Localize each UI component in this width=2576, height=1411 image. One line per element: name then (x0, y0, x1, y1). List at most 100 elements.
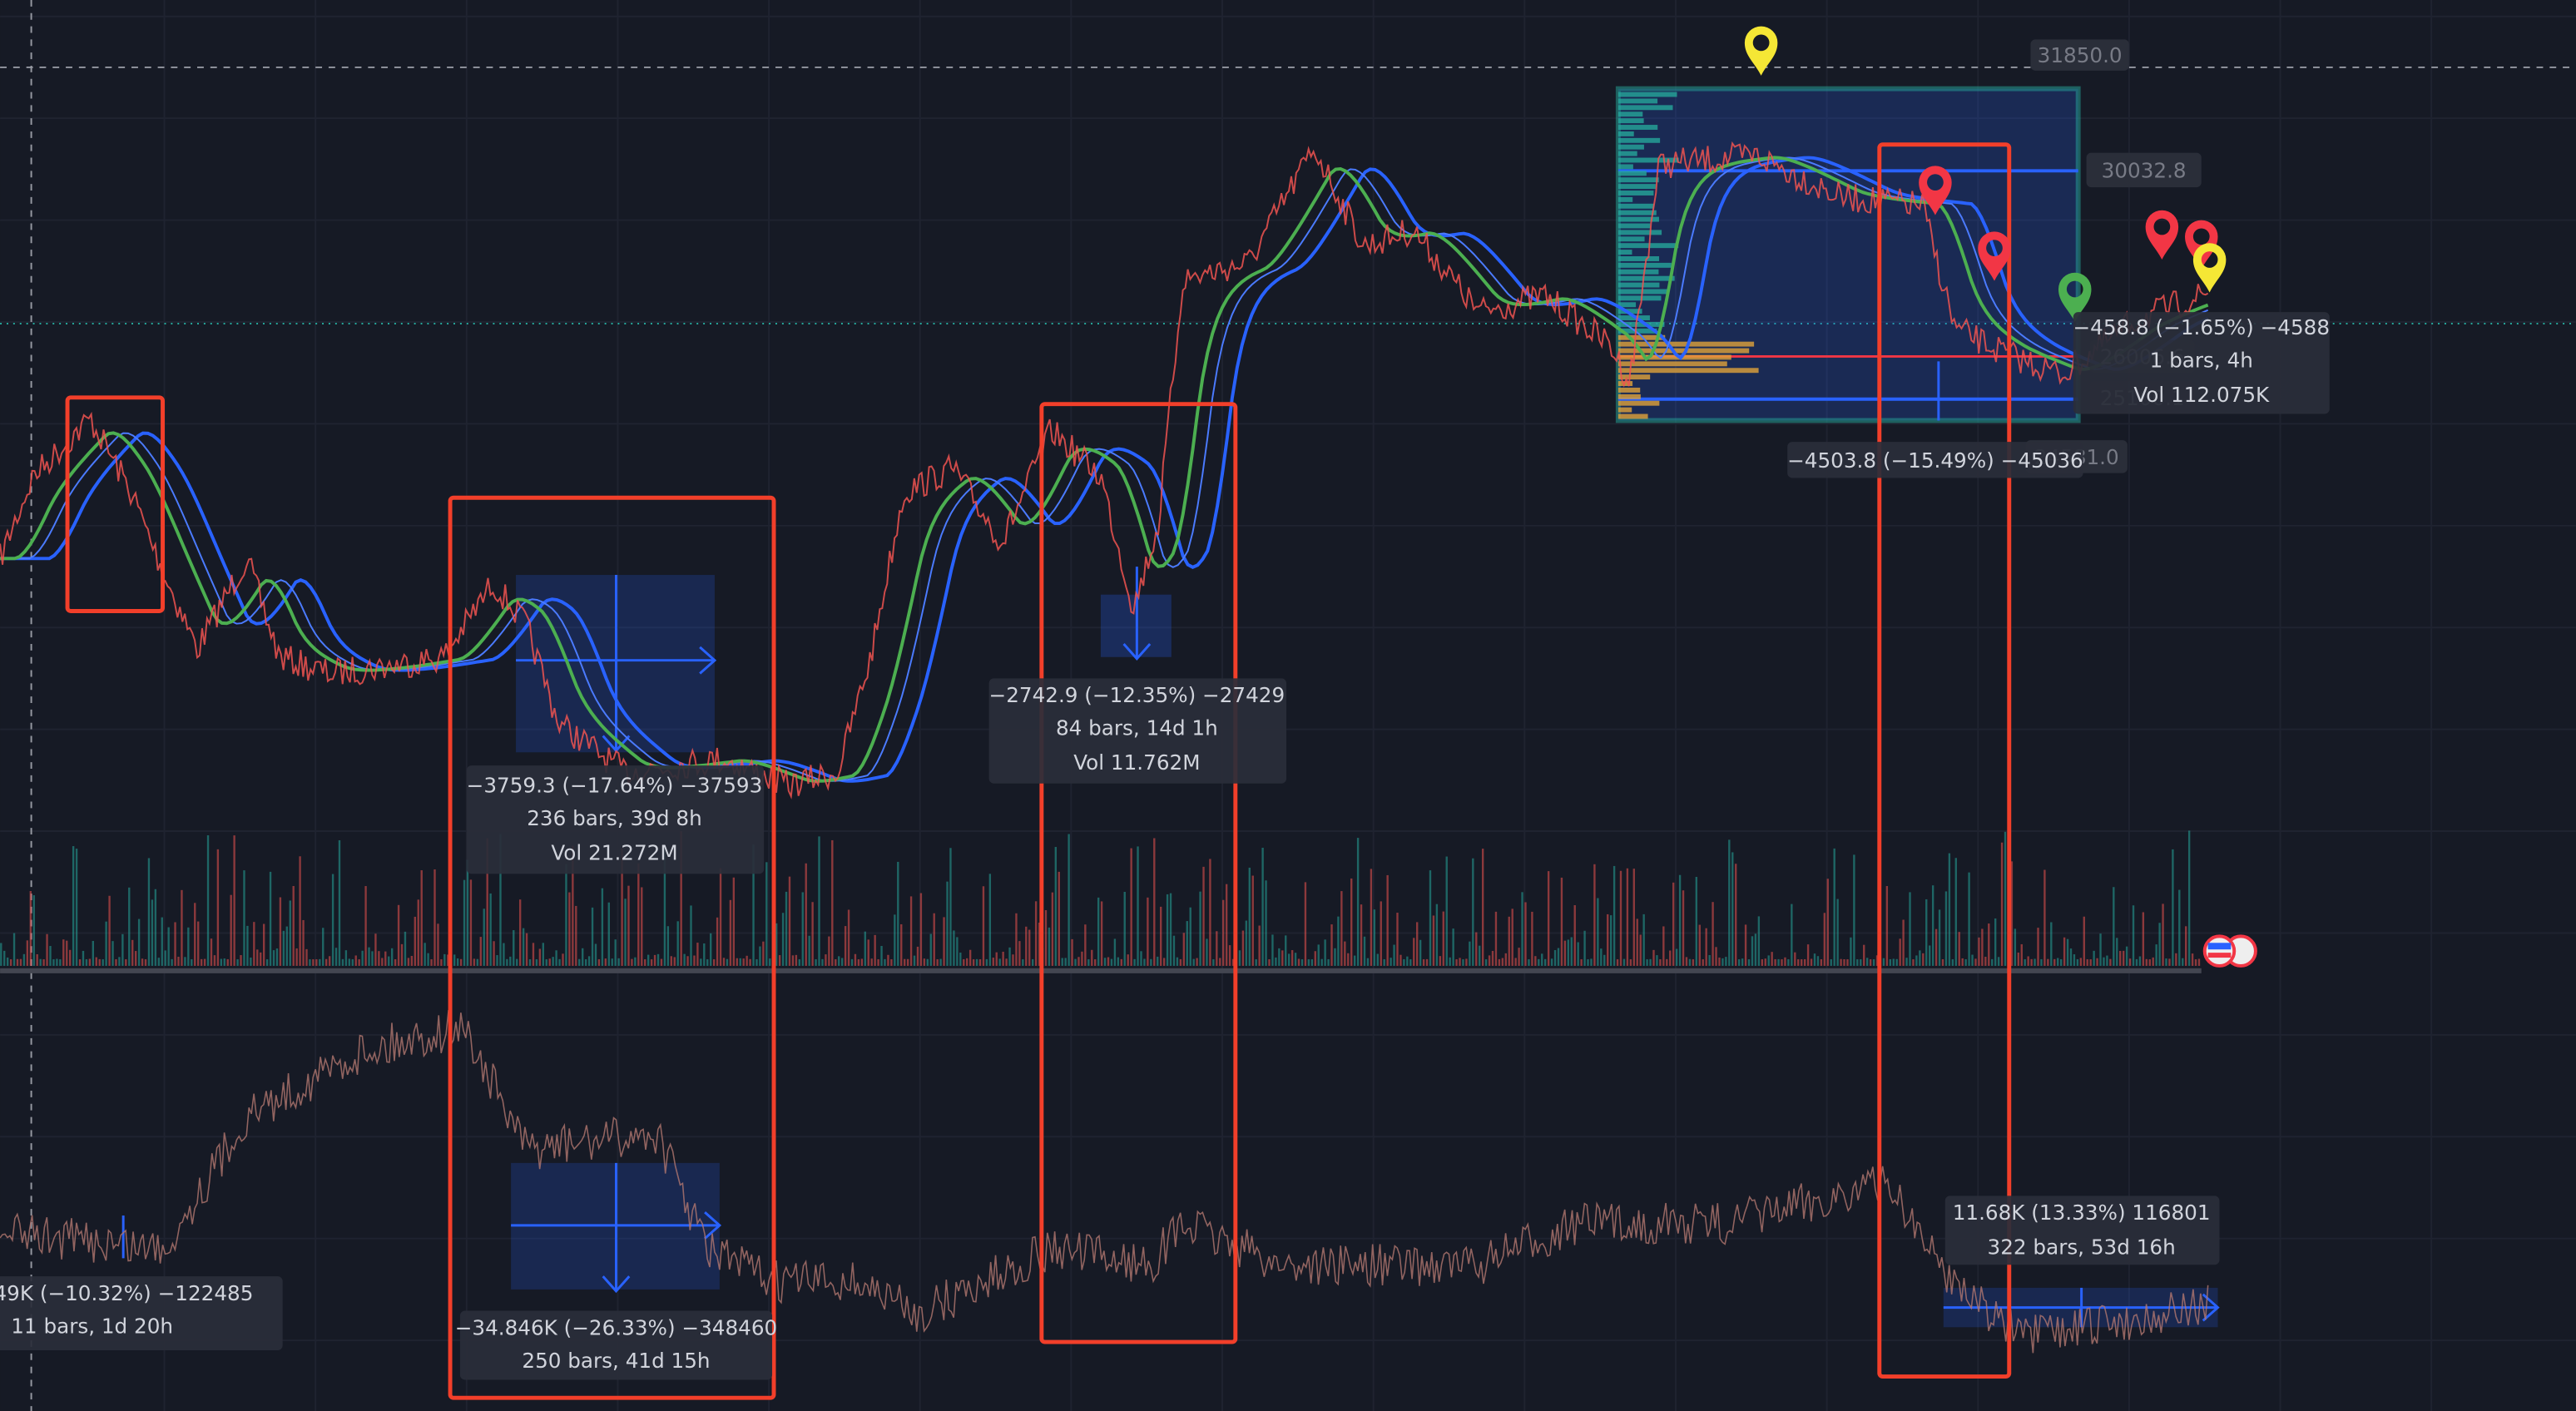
volume-bar (1034, 901, 1038, 966)
volume-bar (1941, 958, 1944, 966)
volume-bar (6, 957, 9, 966)
volume-bar (98, 958, 101, 966)
profile-bar (1617, 105, 1673, 111)
volume-bar (1192, 958, 1195, 966)
volume-bar (181, 889, 183, 966)
volume-bar (125, 959, 127, 966)
volume-bar (424, 943, 426, 966)
volume-bar (203, 958, 206, 966)
volume-bar (963, 958, 965, 966)
volume-bar (1222, 899, 1225, 966)
volume-bar (611, 958, 613, 966)
volume-bar (1547, 871, 1550, 966)
volume-bar (2175, 953, 2177, 966)
volume-bar (1038, 922, 1041, 966)
volume-bar (1791, 904, 1793, 966)
volume-bar (1491, 950, 1494, 966)
volume-bar (919, 893, 923, 966)
volume-bar (578, 958, 581, 966)
volume-bar (516, 958, 518, 966)
volume-bar (732, 877, 736, 966)
volume-bar (1199, 891, 1201, 966)
volume-bar (216, 849, 220, 966)
volume-bar (2059, 958, 2063, 966)
measure-readout-box (988, 678, 1287, 784)
volume-bar (795, 954, 798, 966)
volume-bar (1580, 959, 1583, 966)
volume-bar (1465, 958, 1468, 966)
volume-bar (1196, 958, 1198, 966)
volume-bar (2194, 959, 2197, 966)
volume-bar (562, 953, 564, 966)
volume-bar (2076, 958, 2079, 966)
volume-bar (1718, 957, 1721, 966)
volume-bar (548, 958, 551, 966)
volume-bar (102, 959, 104, 966)
volume-bar (1018, 941, 1021, 966)
volume-bar (1885, 886, 1889, 966)
volume-bar (1452, 928, 1454, 966)
volume-bar (348, 958, 351, 966)
volume-bar (1008, 947, 1011, 966)
profile-bar (1617, 341, 1755, 347)
volume-bar (929, 933, 932, 966)
volume-bar (2165, 958, 2167, 966)
profile-bar (1617, 111, 1643, 117)
volume-bar (1472, 858, 1474, 966)
volume-bar (1669, 950, 1672, 966)
measure-readout: −458.8 (−1.65%) −4588 (2073, 315, 2330, 339)
profile-bar (1617, 118, 1644, 124)
volume-bar (2047, 958, 2049, 966)
volume-bar (2037, 928, 2039, 966)
volume-bar (1153, 838, 1156, 966)
volume-bar (447, 954, 449, 966)
volume-bar (1297, 958, 1300, 966)
volume-bar (2057, 958, 2059, 966)
profile-bar (1617, 137, 1661, 143)
volume-bar (670, 956, 672, 966)
volume-bar (72, 846, 75, 966)
measure-readout: −34.846K (−26.33%) −348460 (455, 1315, 777, 1339)
volume-bar (641, 887, 643, 966)
volume-bar (1929, 945, 1931, 966)
volume-bar (2093, 950, 2095, 966)
volume-bar (604, 958, 607, 966)
volume-bar (1991, 958, 1994, 966)
volume-bar (95, 957, 97, 966)
volume-bar (2145, 958, 2148, 966)
volume-bar (545, 959, 547, 966)
volume-bar (1261, 847, 1264, 966)
volume-bar (949, 848, 952, 966)
volume-bar (1550, 958, 1553, 966)
volume-bar (1140, 951, 1142, 966)
volume-bar (256, 949, 259, 966)
volume-bar (706, 959, 709, 966)
profile-bar (1617, 295, 1662, 301)
volume-bar (364, 886, 367, 966)
volume-bar (1212, 959, 1215, 966)
volume-bar (1275, 957, 1277, 966)
volume-bar (637, 863, 640, 966)
volume-bar (1068, 834, 1070, 966)
volume-bar (1695, 877, 1698, 966)
volume-bar (75, 849, 78, 966)
volume-bar (121, 933, 124, 966)
volume-bar (1127, 954, 1129, 966)
volume-bar (456, 958, 459, 966)
volume-bar (680, 831, 682, 966)
profile-bar (1617, 223, 1651, 229)
volume-bar (1521, 892, 1523, 966)
volume-bar (1964, 958, 1967, 966)
profile-bar (1617, 92, 1677, 97)
volume-bar (1390, 958, 1392, 966)
volume-bar (299, 856, 301, 966)
volume-bar (88, 958, 92, 966)
volume-bar (1281, 950, 1284, 966)
measure-readout: 11.68K (13.33%) 116801 (1953, 1201, 2211, 1225)
volume-bar (118, 957, 121, 966)
volume-bar (1820, 959, 1823, 966)
volume-bar (1675, 948, 1678, 966)
volume-bar (489, 893, 492, 966)
measure-readout-box (1787, 442, 2083, 478)
volume-bar (167, 927, 170, 966)
